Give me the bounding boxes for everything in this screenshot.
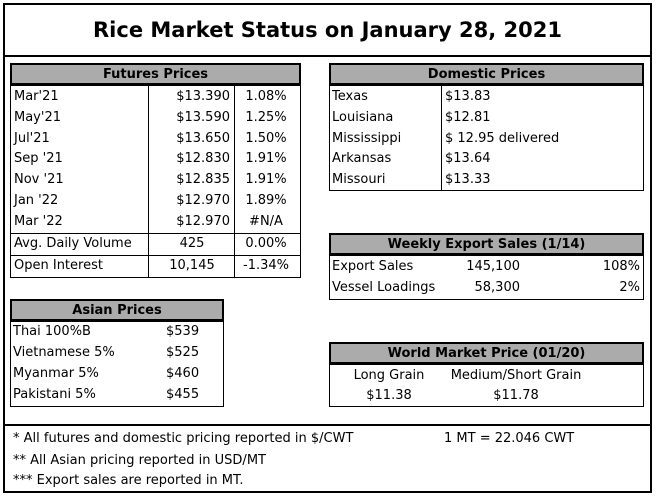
export-pct: 2% [619,280,640,295]
futures-stat-change: -1.34% [243,258,289,273]
asian-price: $455 [166,387,200,402]
futures-row-divider [10,233,301,234]
futures-stat-label: Avg. Daily Volume [14,236,132,251]
asian-price: $539 [166,324,200,339]
futures-price: $12.835 [176,172,230,188]
page-title: Rice Market Status on January 28, 2021 [5,5,650,57]
exports-header: Weekly Export Sales (1/14) [329,233,644,255]
asian-price: $460 [166,366,200,381]
note-asian-units: ** All Asian pricing reported in USD/MT [13,453,266,468]
asian-label: Vietnamese 5% [13,345,115,360]
domestic-state: Mississippi [332,130,402,146]
futures-stat-label: Open Interest [14,258,103,273]
world-medium-price: $11.78 [493,388,539,403]
asian-label: Pakistani 5% [13,387,96,402]
domestic-price: $13.64 [445,151,491,167]
note-futures-units: * All futures and domestic pricing repor… [13,431,354,446]
futures-price: $12.970 [176,213,230,229]
futures-divider [148,85,149,278]
futures-stat-value: 10,145 [169,258,215,273]
world-table [329,364,644,407]
futures-price: $13.590 [176,109,230,125]
domestic-state: Texas [332,89,368,104]
world-long-price: $11.38 [366,388,412,403]
futures-contract: Jan '22 [14,193,59,208]
asian-header: Asian Prices [10,299,224,321]
futures-stat-value: 425 [179,236,205,251]
futures-change: 1.25% [245,109,287,125]
domestic-divider [441,85,442,191]
asian-table [10,321,224,407]
report-frame [3,3,652,493]
world-long-label: Long Grain [353,368,425,383]
futures-price: $13.390 [176,89,230,104]
futures-table [10,85,301,278]
futures-row-divider [10,255,301,256]
domestic-state: Louisiana [332,109,394,125]
futures-change: 1.91% [245,172,287,188]
world-header: World Market Price (01/20) [329,342,644,364]
domestic-price: $13.33 [445,172,491,188]
futures-change: 1.91% [245,151,287,167]
domestic-price: $ 12.95 delivered [445,130,560,146]
domestic-table [329,85,644,191]
export-value: 145,100 [466,259,520,274]
futures-contract: May'21 [14,109,61,125]
futures-price: $13.650 [176,130,230,146]
footnotes [5,424,650,492]
domestic-header: Domestic Prices [329,63,644,85]
futures-change: #N/A [249,213,283,229]
asian-price: $525 [166,345,200,360]
futures-price: $12.830 [176,151,230,167]
futures-contract: Mar'21 [14,89,59,104]
export-label: Vessel Loadings [332,280,436,295]
domestic-price: $13.83 [445,89,491,104]
futures-divider [234,85,235,278]
futures-contract: Nov '21 [14,172,64,188]
futures-stat-change: 0.00% [245,236,287,251]
export-value: 58,300 [474,280,521,295]
futures-price: $12.970 [176,193,230,208]
note-conversion: 1 MT = 22.046 CWT [444,431,575,446]
world-medium-label: Medium/Short Grain [450,368,582,383]
futures-header: Futures Prices [10,63,301,85]
futures-change: 1.08% [245,89,287,104]
futures-contract: Jul'21 [14,130,50,146]
exports-table [329,255,644,300]
futures-change: 1.89% [245,193,287,208]
asian-label: Thai 100%B [13,324,91,339]
futures-contract: Mar '22 [14,213,63,229]
domestic-price: $12.81 [445,109,491,125]
futures-change: 1.50% [245,130,287,146]
asian-label: Myanmar 5% [13,366,99,381]
futures-contract: Sep '21 [14,151,63,167]
export-label: Export Sales [332,259,414,274]
domestic-state: Missouri [332,172,386,188]
export-pct: 108% [602,259,640,274]
domestic-state: Arkansas [332,151,392,167]
note-export-units: *** Export sales are reported in MT. [13,473,244,488]
